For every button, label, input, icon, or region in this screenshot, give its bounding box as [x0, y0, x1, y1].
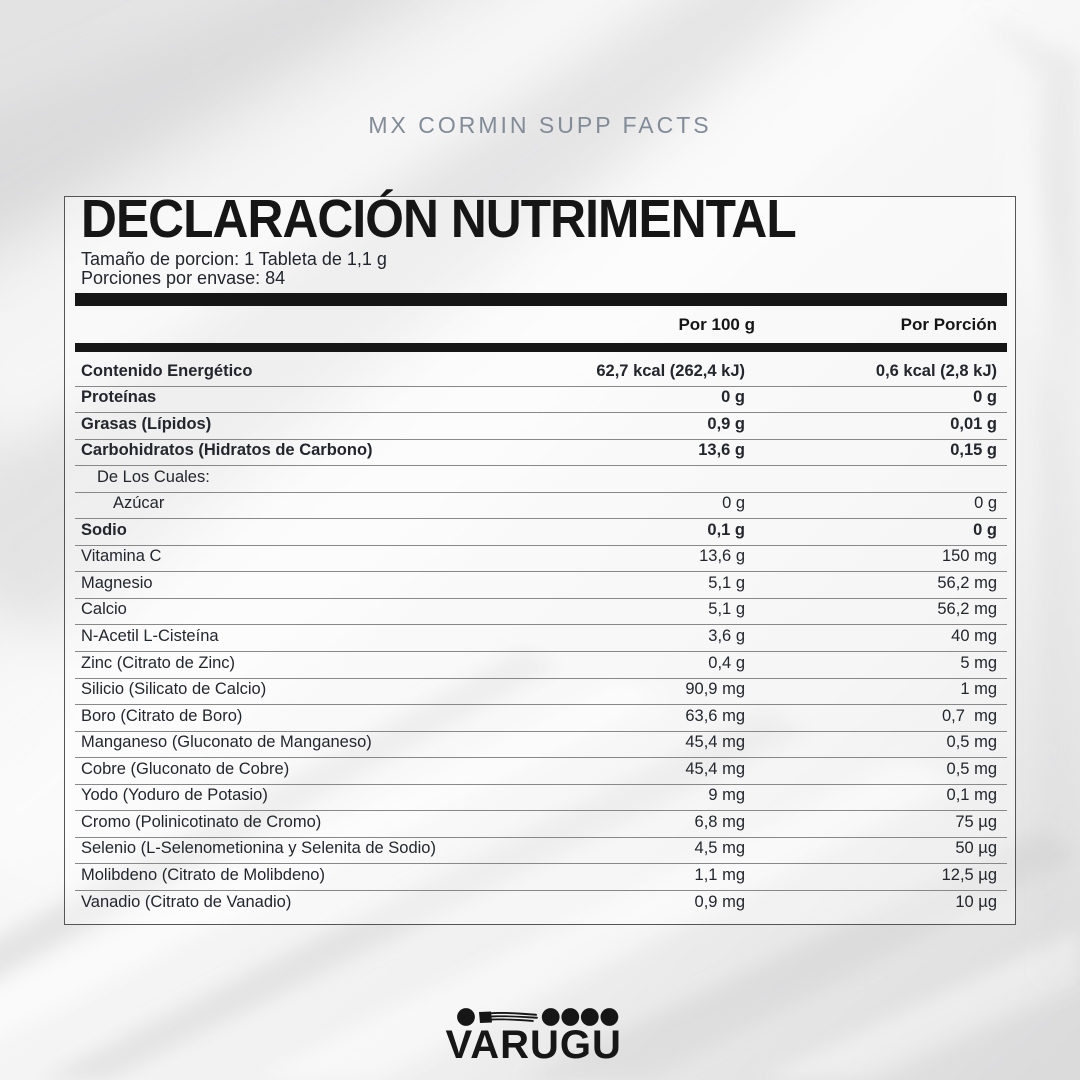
svg-text:VARUGU: VARUGU: [446, 1023, 622, 1067]
